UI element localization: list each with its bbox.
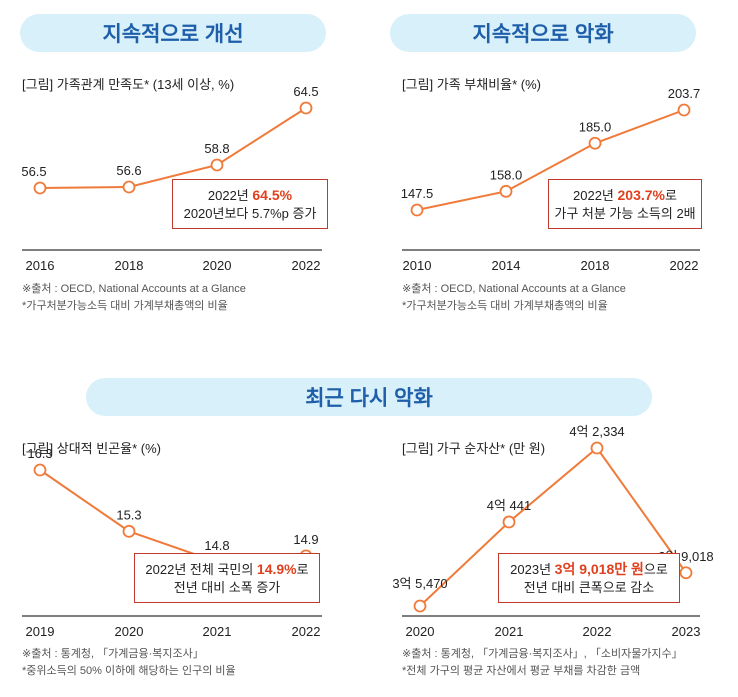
chart3-source-line: ※출처 : 통계청, 「가계금융·복지조사」 xyxy=(22,648,204,660)
chart4-callout: 2023년 3억 9,018만 원으로 전년 대비 큰폭으로 감소 xyxy=(498,553,680,603)
chart4-point xyxy=(679,566,693,580)
chart4-data-label: 4억 441 xyxy=(487,498,532,513)
chart4-point xyxy=(413,599,427,613)
chart2-callout-suffix: 로 xyxy=(665,187,677,203)
chart2-tick-label: 2014 xyxy=(492,258,521,273)
chart2-callout-highlight: 203.7% xyxy=(617,186,665,203)
chart3-tick-label: 2022 xyxy=(292,624,321,639)
chart1-callout: 2022년 64.5% 2020년보다 5.7%p 증가 xyxy=(172,179,328,229)
chart1-data-label: 56.5 xyxy=(21,164,46,179)
chart4-note-line: *전체 가구의 평균 자산에서 평균 부채를 차감한 금액 xyxy=(402,665,641,677)
chart2-source: ※출처 : OECD, National Accounts at a Glanc… xyxy=(402,281,626,315)
chart3-callout: 2022년 전체 국민의 14.9%로 전년 대비 소폭 증가 xyxy=(134,553,320,603)
chart3-data-label: 14.9 xyxy=(293,532,318,547)
chart2-tick-label: 2022 xyxy=(670,258,699,273)
chart3-title: [그림] 상대적 빈곤율* (%) xyxy=(22,441,162,456)
chart4-series-line xyxy=(419,446,687,607)
chart2-point xyxy=(499,184,513,198)
chart1-source-line: ※출처 : OECD, National Accounts at a Glanc… xyxy=(22,283,246,295)
chart2-series-line xyxy=(416,109,685,211)
chart3-note-line: *중위소득의 50% 이하에 해당하는 인구의 비율 xyxy=(22,665,236,677)
chart4-callout-suffix: 으로 xyxy=(643,561,668,577)
chart3-callout-highlight: 14.9% xyxy=(256,560,297,577)
chart4-source: ※출처 : 통계청, 「가계금융·복지조사」, 「소비자물가지수」 *전체 가구… xyxy=(402,646,683,680)
chart1-point xyxy=(299,101,313,115)
chart3-tick-label: 2020 xyxy=(115,624,144,639)
chart2-point xyxy=(588,136,602,150)
chart2-title: [그림] 가족 부채비율* (%) xyxy=(402,77,542,92)
chart1-point xyxy=(122,180,136,194)
chart2-data-label: 147.5 xyxy=(401,186,434,201)
chart4-title: [그림] 가구 순자산* (만 원) xyxy=(402,441,546,456)
chart2-callout-prefix: 2022년 xyxy=(573,187,618,203)
chart3-tick-label: 2019 xyxy=(26,624,55,639)
heading-improve: 지속적으로 개선 xyxy=(20,14,326,52)
chart1-point xyxy=(33,181,47,195)
chart2-tick-label: 2018 xyxy=(581,258,610,273)
chart2-note-line: *가구처분가능소득 대비 가계부채총액의 비율 xyxy=(402,300,608,312)
chart3-data-label: 15.3 xyxy=(116,507,141,522)
heading-recent: 최근 다시 악화 xyxy=(86,378,652,416)
chart3-source: ※출처 : 통계청, 「가계금융·복지조사」 *중위소득의 50% 이하에 해당… xyxy=(22,646,236,680)
chart1-source: ※출처 : OECD, National Accounts at a Glanc… xyxy=(22,281,246,315)
chart1-tick-label: 2016 xyxy=(26,258,55,273)
chart1-title: [그림] 가족관계 만족도* (13세 이상, %) xyxy=(22,77,235,92)
chart2-tick-label: 2010 xyxy=(403,258,432,273)
chart3-point xyxy=(122,524,136,538)
chart4-tick-label: 2022 xyxy=(583,624,612,639)
chart4-data-label: 4억 2,334 xyxy=(569,424,624,439)
chart2-source-line: ※출처 : OECD, National Accounts at a Glanc… xyxy=(402,283,626,295)
chart2-callout-line2: 가구 처분 가능 소득의 2배 xyxy=(554,205,696,221)
chart1-tick-label: 2020 xyxy=(203,258,232,273)
chart4-point xyxy=(502,515,516,529)
chart1-tick-label: 2018 xyxy=(115,258,144,273)
heading-worsen: 지속적으로 악화 xyxy=(390,14,696,52)
chart4-callout-prefix: 2023년 xyxy=(510,561,555,577)
chart1-callout-highlight: 64.5% xyxy=(252,186,293,203)
chart1-callout-prefix: 2022년 xyxy=(207,187,253,203)
chart1-series-line xyxy=(39,107,307,189)
chart4-tick-label: 2020 xyxy=(406,624,435,639)
chart2-callout: 2022년 203.7%로 가구 처분 가능 소득의 2배 xyxy=(548,179,702,229)
chart3-data-label: 16.3 xyxy=(27,446,52,461)
chart2-point xyxy=(677,103,691,117)
chart3-point xyxy=(33,463,47,477)
chart3-callout-suffix: 로 xyxy=(296,561,309,577)
chart2-data-label: 185.0 xyxy=(579,119,612,134)
chart3-callout-line2: 전년 대비 소폭 증가 xyxy=(173,579,281,595)
chart4-tick-label: 2023 xyxy=(672,624,701,639)
chart1-data-label: 58.8 xyxy=(204,141,229,156)
chart4-source-line: ※출처 : 통계청, 「가계금융·복지조사」, 「소비자물가지수」 xyxy=(402,648,683,660)
chart4-data-label: 3억 5,470 xyxy=(392,576,447,591)
chart4-callout-highlight: 3억 9,018만 원 xyxy=(554,560,644,577)
chart4-point xyxy=(590,441,604,455)
chart2-point xyxy=(410,203,424,217)
chart1-tick-label: 2022 xyxy=(292,258,321,273)
chart2-data-label: 158.0 xyxy=(490,167,523,182)
chart1-note-line: *가구처분가능소득 대비 가계부채총액의 비율 xyxy=(22,300,228,312)
chart1-data-label: 56.6 xyxy=(116,163,141,178)
chart2-data-label: 203.7 xyxy=(668,86,701,101)
chart3-data-label: 14.8 xyxy=(204,538,229,553)
chart3-tick-label: 2021 xyxy=(203,624,232,639)
chart4-callout-line2: 전년 대비 큰폭으로 감소 xyxy=(523,579,655,595)
chart4-tick-label: 2021 xyxy=(495,624,524,639)
chart3-callout-prefix: 2022년 전체 국민의 xyxy=(145,561,257,577)
chart1-point xyxy=(210,158,224,172)
chart1-callout-line2: 2020년보다 5.7%p 증가 xyxy=(183,205,317,221)
chart1-data-label: 64.5 xyxy=(293,84,318,99)
